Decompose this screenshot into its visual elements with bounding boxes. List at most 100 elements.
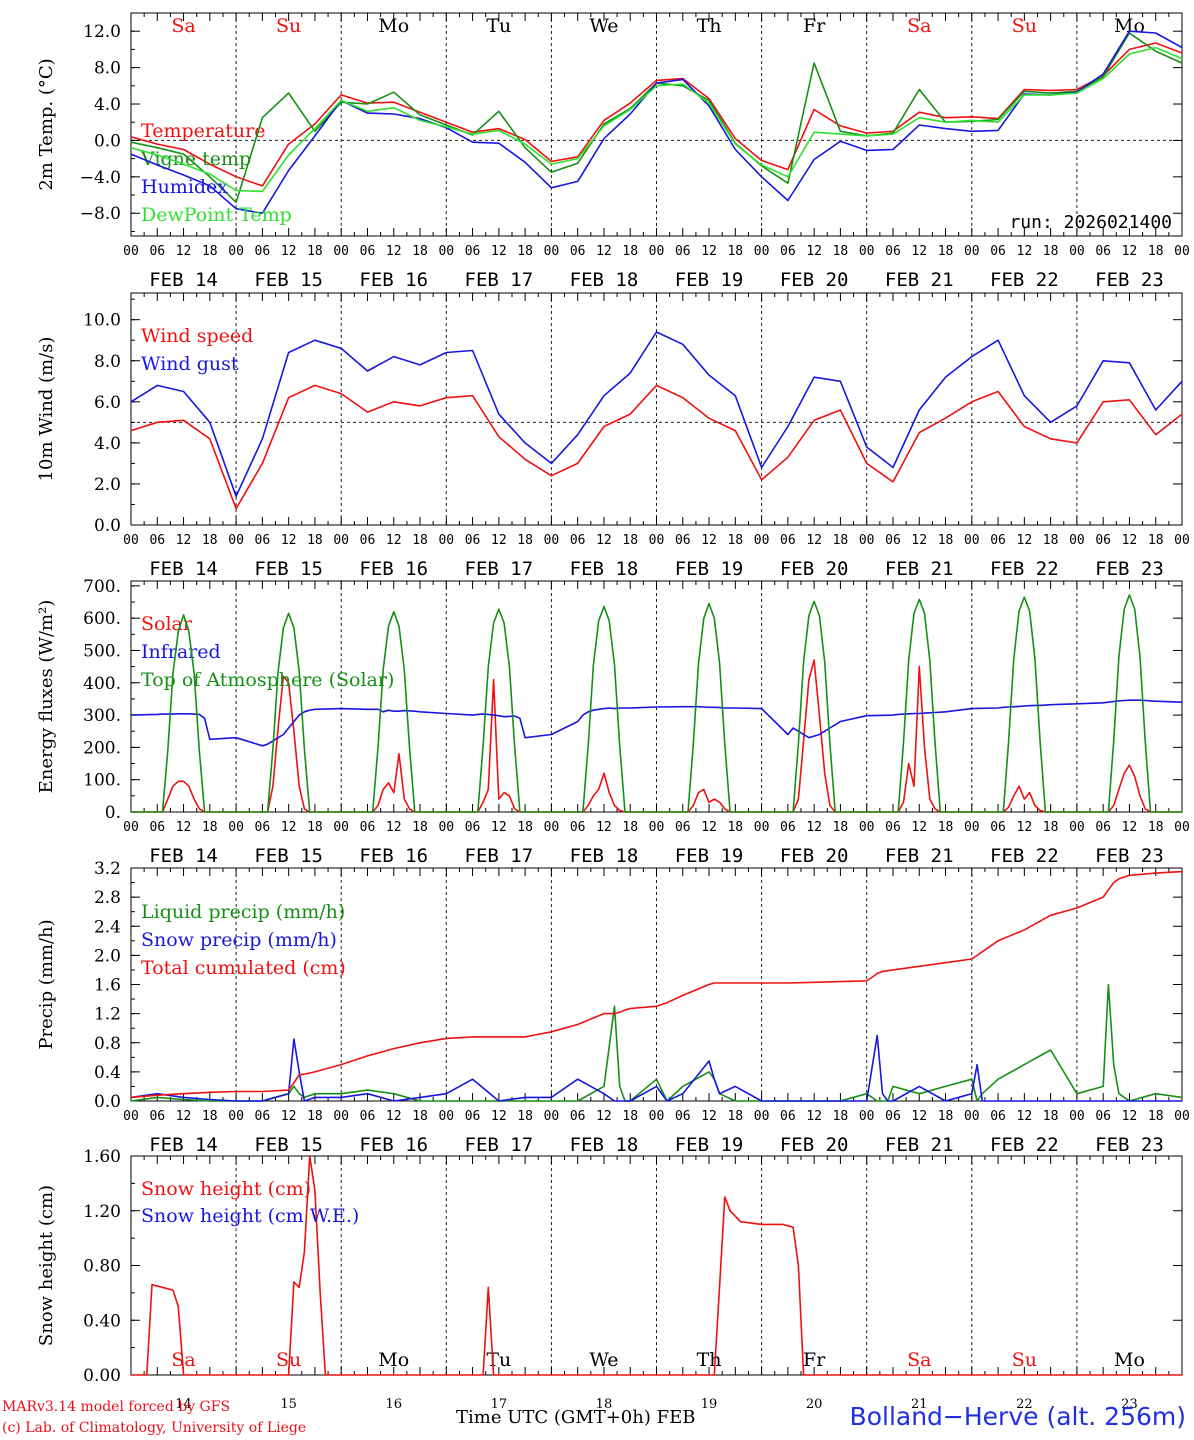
hour-tick-label: 12 — [491, 533, 507, 548]
hour-tick-label: 00 — [123, 533, 139, 548]
weekday-label: Sa — [907, 1349, 931, 1371]
date-label: FEB 20 — [780, 1134, 849, 1156]
series-line-total-cumulated-cm- — [130, 870, 1183, 1099]
date-label: FEB 18 — [570, 845, 639, 867]
hour-tick-label: 06 — [360, 820, 376, 835]
y-tick-label: 200. — [83, 738, 121, 758]
hour-tick-label: 12 — [386, 1109, 402, 1124]
hour-tick-label: 12 — [1122, 244, 1138, 259]
date-label: FEB 16 — [359, 845, 428, 867]
y-tick-label: 500. — [83, 641, 121, 661]
y-axis-label: 2m Temp. (°C) — [36, 58, 57, 190]
hour-tick-label: 18 — [517, 244, 533, 259]
hour-tick-label: 00 — [228, 533, 244, 548]
date-label: FEB 17 — [465, 1134, 534, 1156]
chart-panel-4: 3.2 2.8 2.4 2.0 1.6 1.2 0.8 0.4 0.0 Precip (mm/h)… — [36, 859, 1190, 1156]
hour-tick-label: 18 — [622, 820, 638, 835]
y-tick-label: 400. — [83, 674, 121, 694]
hour-tick-label: 06 — [149, 244, 165, 259]
day-number-label: 14 — [175, 1397, 192, 1412]
weekday-label: Th — [697, 1349, 722, 1371]
hour-tick-label: 12 — [596, 244, 612, 259]
day-number-label: 23 — [1121, 1397, 1138, 1412]
hour-tick-label: 00 — [1174, 820, 1190, 835]
y-tick-label: 700. — [83, 577, 121, 597]
y-tick-label: 0.0 — [94, 131, 121, 151]
date-label: FEB 20 — [780, 558, 849, 580]
weekday-label: Mo — [378, 15, 409, 37]
hour-tick-label: 12 — [176, 820, 192, 835]
date-label: FEB 15 — [254, 1134, 323, 1156]
weekday-label: Fr — [803, 15, 826, 37]
date-label: FEB 17 — [465, 845, 534, 867]
weekday-label: Th — [697, 15, 722, 37]
hour-tick-label: 18 — [307, 1109, 323, 1124]
weekday-label: We — [589, 1349, 618, 1371]
hour-tick-label: 00 — [1069, 1109, 1085, 1124]
hour-tick-label: 12 — [386, 820, 402, 835]
hour-tick-label: 12 — [176, 244, 192, 259]
hour-tick-label: 06 — [255, 820, 271, 835]
day-number-label: 17 — [491, 1397, 508, 1412]
y-tick-label: 2.0 — [94, 946, 121, 966]
footer-model-note: MARv3.14 model forced by GFS — [2, 1399, 231, 1415]
hour-tick-label: 12 — [1122, 820, 1138, 835]
hour-tick-label: 06 — [465, 244, 481, 259]
day-number-label: 15 — [280, 1397, 297, 1412]
hour-tick-label: 00 — [1069, 244, 1085, 259]
series-line-top-of-atmosphere-solar- — [131, 594, 1182, 813]
series-line-wind-gust — [130, 331, 1183, 498]
day-number-label: 20 — [806, 1397, 823, 1412]
hour-tick-label: 06 — [570, 1109, 586, 1124]
hour-tick-label: 06 — [149, 820, 165, 835]
hour-tick-label: 12 — [281, 820, 297, 835]
hour-tick-label: 18 — [622, 244, 638, 259]
date-label: FEB 22 — [990, 558, 1059, 580]
weekday-label: Tu — [486, 1349, 511, 1371]
weekday-label: Mo — [1114, 1349, 1145, 1371]
hour-tick-label: 18 — [727, 820, 743, 835]
hour-tick-label: 00 — [438, 244, 454, 259]
legend-entry: Wind gust — [141, 353, 239, 375]
hour-tick-label: 18 — [517, 820, 533, 835]
date-label: FEB 18 — [570, 269, 639, 291]
hour-tick-label: 06 — [780, 533, 796, 548]
y-tick-label: 100. — [83, 771, 121, 791]
y-tick-label: 1.20 — [83, 1202, 121, 1222]
date-label: FEB 21 — [885, 269, 954, 291]
hour-tick-label: 18 — [202, 820, 218, 835]
legend-entry: Total cumulated (cm) — [141, 957, 346, 979]
y-tick-label: 300. — [83, 706, 121, 726]
date-label: FEB 22 — [990, 845, 1059, 867]
legend-entry: Snow height (cm W.E.) — [141, 1205, 359, 1227]
hour-tick-label: 00 — [333, 533, 349, 548]
hour-tick-label: 18 — [517, 1109, 533, 1124]
hour-tick-label: 00 — [964, 820, 980, 835]
hour-tick-label: 00 — [544, 1109, 560, 1124]
hour-tick-label: 18 — [1043, 533, 1059, 548]
weekday-label: Su — [276, 1349, 301, 1371]
weekday-label: Su — [1012, 15, 1037, 37]
hour-tick-label: 06 — [465, 1109, 481, 1124]
hour-tick-label: 18 — [938, 533, 954, 548]
date-label: FEB 22 — [990, 1134, 1059, 1156]
series-line-humidex — [130, 30, 1183, 214]
y-tick-label: 1.2 — [94, 1005, 121, 1025]
hour-tick-label: 18 — [938, 820, 954, 835]
chart-panel-1: 12.0 8.0 4.0 0.0 −4.0 −8.0 2m Temp. (°C) 00 06 12… — [36, 12, 1190, 291]
date-label: FEB 19 — [675, 269, 744, 291]
legend-entry: Solar — [141, 613, 193, 635]
date-label: FEB 14 — [149, 845, 218, 867]
hour-tick-label: 06 — [675, 820, 691, 835]
legend-entry: Snow height (cm) — [141, 1178, 311, 1200]
hour-tick-label: 12 — [701, 1109, 717, 1124]
y-tick-label: 0.80 — [83, 1257, 121, 1277]
date-label: FEB 23 — [1095, 845, 1164, 867]
hour-tick-label: 06 — [675, 533, 691, 548]
y-tick-label: −4.0 — [80, 168, 121, 188]
y-axis-label: Precip (mm/h) — [36, 919, 57, 1049]
hour-tick-label: 18 — [1148, 244, 1164, 259]
hour-tick-label: 18 — [412, 1109, 428, 1124]
hour-tick-label: 12 — [701, 820, 717, 835]
date-label: FEB 23 — [1095, 269, 1164, 291]
